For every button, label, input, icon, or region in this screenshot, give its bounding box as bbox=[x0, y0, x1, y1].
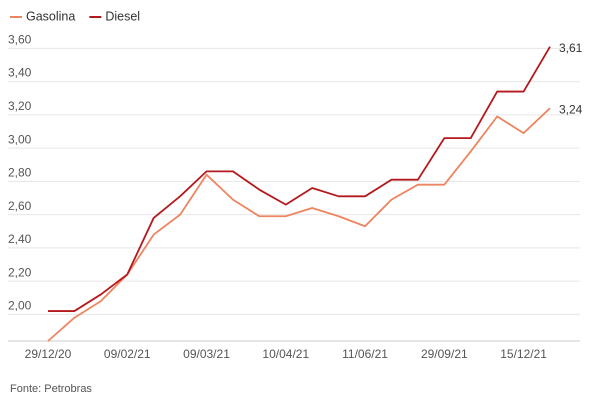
x-tick-label: 29/09/21 bbox=[421, 347, 468, 361]
y-tick-label: 3,60 bbox=[8, 32, 32, 46]
line bbox=[48, 46, 551, 312]
x-tick-label: 09/03/21 bbox=[183, 347, 230, 361]
line bbox=[47, 107, 551, 342]
y-tick-label: 2,80 bbox=[8, 166, 32, 180]
x-tick-label: 10/04/21 bbox=[262, 347, 309, 361]
x-tick-label: 15/12/21 bbox=[500, 347, 547, 361]
y-tick-label: 2,00 bbox=[8, 299, 32, 313]
y-tick-label: 2,40 bbox=[8, 232, 32, 246]
y-tick-label: 2,20 bbox=[8, 265, 32, 279]
y-tick-label: 2,60 bbox=[8, 199, 32, 213]
y-tick-label: 3,20 bbox=[8, 99, 32, 113]
value-label: 3,61 bbox=[559, 41, 583, 55]
legend-label: Gasolina bbox=[26, 9, 75, 23]
y-tick-label: 3,40 bbox=[8, 66, 32, 80]
value-label: 3,24 bbox=[559, 102, 583, 116]
x-tick-label: 29/12/20 bbox=[25, 347, 72, 361]
legend: Gasolina Diesel bbox=[10, 9, 140, 23]
legend-label: Diesel bbox=[105, 9, 140, 23]
source: Fonte: Petrobras bbox=[10, 383, 92, 395]
x-tick-label: 09/02/21 bbox=[104, 347, 151, 361]
y-tick-label: 3,00 bbox=[8, 132, 32, 146]
x-tick-label: 11/06/21 bbox=[342, 347, 388, 361]
